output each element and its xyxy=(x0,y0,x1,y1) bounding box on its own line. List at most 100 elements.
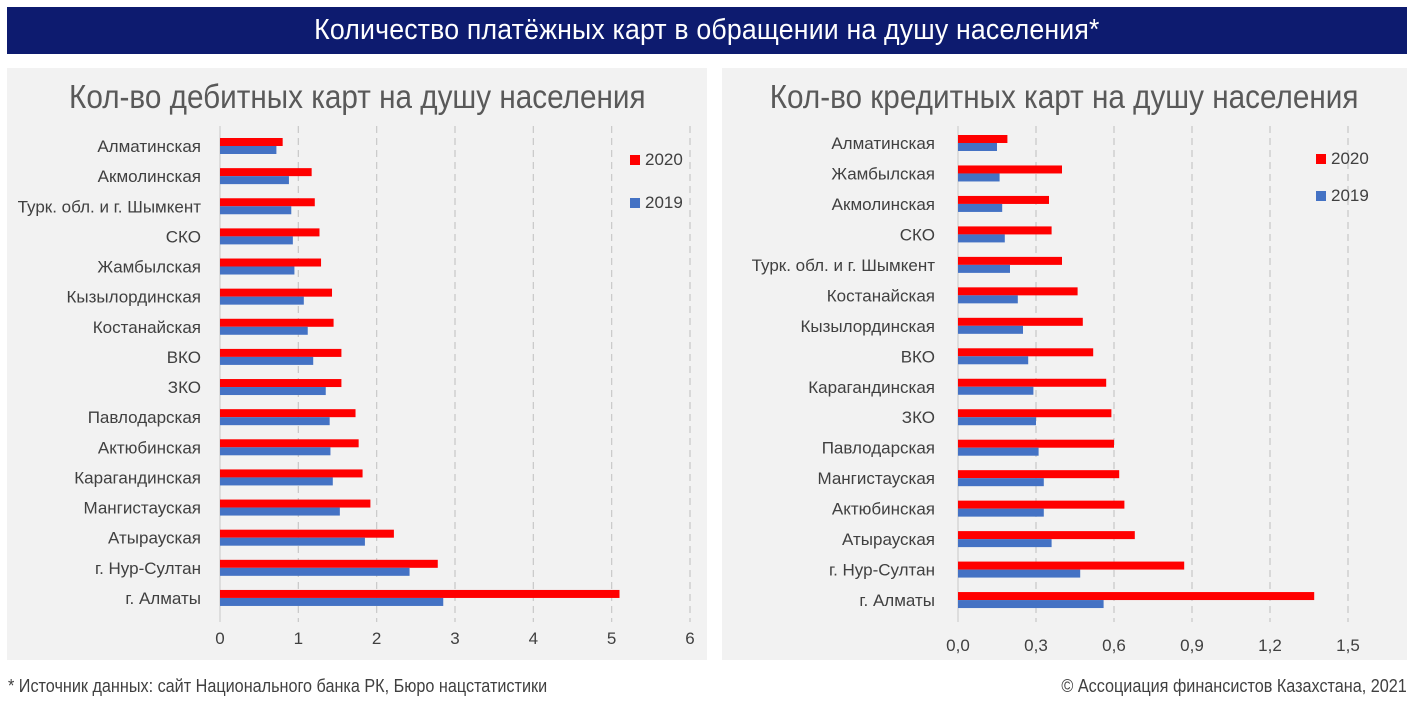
bar-2020 xyxy=(958,165,1062,174)
bar-2019 xyxy=(220,296,304,305)
bar-2019 xyxy=(220,417,330,426)
x-tick-label: 4 xyxy=(529,629,538,648)
category-label: г. Нур-Султан xyxy=(95,559,201,578)
bar-2019 xyxy=(220,266,295,275)
bar-2019 xyxy=(958,143,997,151)
bar-2020 xyxy=(958,500,1125,509)
bar-2019 xyxy=(220,326,308,335)
bar-2020 xyxy=(220,228,320,237)
bar-2019 xyxy=(958,478,1044,487)
bar-2020 xyxy=(958,135,1008,143)
bar-2020 xyxy=(220,138,283,146)
bar-2019 xyxy=(958,234,1005,243)
bar-2019 xyxy=(958,356,1029,365)
copyright-note: © Ассоциация финансистов Казахстана, 202… xyxy=(1061,676,1407,696)
page-title: Количество платёжных карт в обращении на… xyxy=(314,14,1100,46)
bar-2020 xyxy=(220,499,371,508)
category-label: Турк. обл. и г. Шымкент xyxy=(18,197,202,216)
bar-2019 xyxy=(958,447,1039,456)
x-tick-label: 6 xyxy=(685,629,694,648)
bar-2020 xyxy=(958,348,1094,357)
category-label: Карагандинская xyxy=(74,468,201,487)
bar-2019 xyxy=(958,508,1044,517)
bar-2019 xyxy=(958,386,1034,395)
bar-2019 xyxy=(220,567,410,576)
bar-2020 xyxy=(958,195,1049,204)
bar-2019 xyxy=(220,447,331,456)
x-tick-label: 0,6 xyxy=(1102,636,1126,655)
legend-swatch-2019 xyxy=(1316,191,1326,201)
x-tick-label: 0 xyxy=(215,629,224,648)
bar-2020 xyxy=(958,317,1083,326)
category-label: ЗКО xyxy=(902,408,935,427)
bar-2020 xyxy=(958,470,1120,479)
bar-2019 xyxy=(958,173,1000,182)
bar-2019 xyxy=(958,600,1104,609)
bar-2019 xyxy=(220,387,326,396)
bar-2020 xyxy=(958,226,1052,235)
legend-label-2019: 2019 xyxy=(645,193,683,212)
title-banner: Количество платёжных карт в обращении на… xyxy=(7,7,1407,54)
bar-2019 xyxy=(220,597,444,606)
category-label: Жамбылская xyxy=(831,164,935,183)
bar-2020 xyxy=(958,592,1315,601)
category-label: Акмолинская xyxy=(832,195,935,214)
category-label: Турк. обл. и г. Шымкент xyxy=(752,256,936,275)
legend-label-2020: 2020 xyxy=(1331,149,1369,168)
category-label: Карагандинская xyxy=(808,378,935,397)
bar-2020 xyxy=(220,348,342,357)
bar-2020 xyxy=(220,288,333,297)
bar-2020 xyxy=(220,318,334,327)
category-label: Мангистауская xyxy=(817,469,935,488)
x-tick-label: 0,0 xyxy=(946,636,970,655)
x-tick-label: 5 xyxy=(607,629,616,648)
x-tick-label: 2 xyxy=(372,629,381,648)
category-label: Акмолинская xyxy=(98,167,201,186)
bar-2019 xyxy=(220,146,277,154)
bar-2020 xyxy=(958,531,1135,540)
credit-chart-panel: Кол-во кредитных карт на душу населения xyxy=(722,68,1407,660)
category-label: Алматинская xyxy=(97,137,201,156)
debit-chart-title: Кол-во дебитных карт на душу населения xyxy=(68,78,646,115)
category-label: Костанайская xyxy=(827,286,935,305)
bar-2019 xyxy=(220,356,314,365)
bar-2020 xyxy=(220,409,356,418)
x-tick-label: 1,2 xyxy=(1258,636,1282,655)
bar-2019 xyxy=(958,203,1003,212)
source-note: * Источник данных: сайт Национального ба… xyxy=(8,676,548,696)
category-label: Мангистауская xyxy=(83,499,201,518)
category-label: Жамбылская xyxy=(97,258,201,277)
category-label: Алматинская xyxy=(831,134,935,153)
bar-2019 xyxy=(958,569,1081,578)
bar-2020 xyxy=(220,589,620,598)
category-label: Кызылординская xyxy=(800,317,935,336)
category-label: г. Алматы xyxy=(125,589,201,608)
credit-chart-title: Кол-во кредитных карт на душу населения xyxy=(770,78,1359,115)
legend-swatch-2019 xyxy=(630,198,640,208)
category-label: Актюбинская xyxy=(832,500,935,519)
legend-swatch-2020 xyxy=(630,155,640,165)
category-label: СКО xyxy=(900,225,935,244)
bar-2020 xyxy=(958,256,1062,265)
bar-2019 xyxy=(220,176,289,185)
bar-2019 xyxy=(958,417,1036,426)
x-tick-label: 1,5 xyxy=(1336,636,1360,655)
bar-2020 xyxy=(958,287,1078,296)
bar-2019 xyxy=(958,539,1052,548)
category-label: г. Алматы xyxy=(859,591,935,610)
x-tick-label: 0,3 xyxy=(1024,636,1048,655)
bar-2019 xyxy=(220,507,340,516)
bar-2020 xyxy=(220,439,359,448)
category-label: Атырауская xyxy=(842,530,935,549)
bar-2019 xyxy=(958,295,1018,304)
bar-2020 xyxy=(958,409,1112,418)
bar-2019 xyxy=(220,206,292,215)
bar-2019 xyxy=(220,477,333,486)
category-label: Атырауская xyxy=(108,529,201,548)
category-label: г. Нур-Султан xyxy=(829,561,935,580)
x-tick-label: 3 xyxy=(450,629,459,648)
x-tick-label: 0,9 xyxy=(1180,636,1204,655)
category-label: Актюбинская xyxy=(98,438,201,457)
